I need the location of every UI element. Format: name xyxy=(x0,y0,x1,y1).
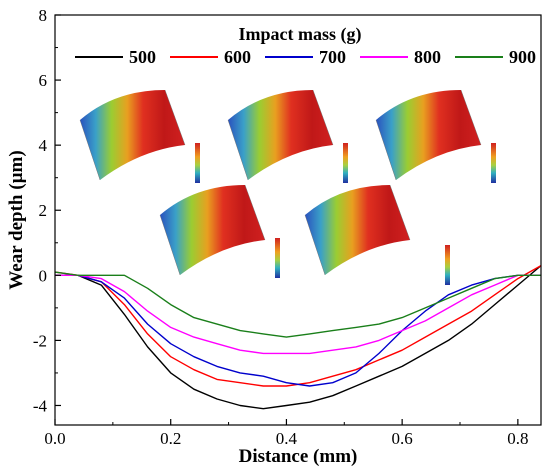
y-tick-label: 2 xyxy=(39,201,48,220)
legend-label-800: 800 xyxy=(414,47,441,67)
inset-800 xyxy=(159,184,280,278)
series-layer xyxy=(54,264,542,410)
axis-layer: 0.0 0.2 0.4 0.6 0.8 -4 -2 0 2 4 6 8 xyxy=(33,6,529,448)
series-500-line xyxy=(55,265,542,410)
x-tick-label: 0.2 xyxy=(160,429,181,448)
y-tick-label: 8 xyxy=(39,6,48,25)
y-tick-label: 4 xyxy=(39,136,48,155)
inset-700 xyxy=(375,89,496,183)
surface-insets xyxy=(79,89,496,285)
series-900-line xyxy=(54,271,541,338)
y-tick-label: -4 xyxy=(33,396,48,415)
legend-label-900: 900 xyxy=(509,47,536,67)
inset-600 xyxy=(227,89,348,183)
x-tick-label: 0.8 xyxy=(507,429,528,448)
x-axis-title: Distance (mm) xyxy=(239,446,358,467)
x-tick-label: 0.4 xyxy=(276,429,298,448)
y-tick-label: 0 xyxy=(39,266,48,285)
x-tick-label: 0.0 xyxy=(44,429,65,448)
plot-frame xyxy=(54,14,542,426)
legend-label-500: 500 xyxy=(129,47,156,67)
legend-label-600: 600 xyxy=(224,47,251,67)
series-800-line xyxy=(55,274,541,355)
x-tick-label: 0.6 xyxy=(392,429,413,448)
y-tick-label: 6 xyxy=(39,71,48,90)
legend-entries: 500 600 700 800 900 xyxy=(75,47,536,67)
legend: Impact mass (g) 500 600 700 800 900 xyxy=(75,24,536,67)
y-tick-label: -2 xyxy=(33,331,47,350)
y-axis-title: Wear depth (µm) xyxy=(6,150,27,289)
legend-label-700: 700 xyxy=(319,47,346,67)
legend-title: Impact mass (g) xyxy=(239,24,362,45)
inset-500 xyxy=(79,89,200,183)
inset-900 xyxy=(304,184,450,285)
series-700-line xyxy=(55,274,541,387)
